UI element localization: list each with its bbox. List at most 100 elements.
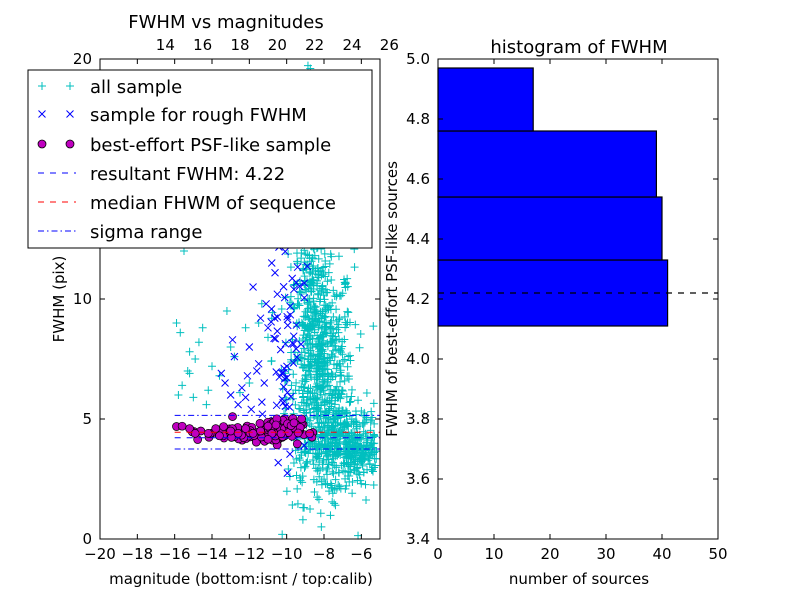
data-point — [331, 439, 340, 448]
data-point — [292, 378, 301, 387]
data-point — [245, 379, 254, 387]
y-tick-label: 20 — [73, 50, 92, 68]
data-point — [343, 307, 352, 316]
scatter-panel: −20 −18 −16 −14 −12 −10 −8 −6 0 5 10 20 14 16 18 20 22… — [27, 12, 399, 588]
data-point — [219, 422, 228, 431]
data-point — [354, 396, 363, 405]
data-point — [300, 326, 309, 335]
data-point — [303, 298, 312, 307]
data-point — [300, 272, 309, 281]
data-point — [289, 340, 298, 348]
data-point — [288, 500, 297, 509]
x-tick-label: −18 — [122, 545, 154, 563]
data-point — [336, 377, 345, 386]
data-point — [277, 369, 286, 378]
data-point — [320, 390, 329, 399]
data-point — [362, 389, 371, 398]
data-point — [270, 314, 279, 322]
data-point — [300, 383, 309, 392]
data-point — [332, 325, 341, 334]
data-point — [315, 381, 324, 390]
y-tick-label: 3.8 — [406, 410, 430, 428]
data-point — [326, 511, 335, 520]
data-point — [297, 248, 306, 257]
data-point — [310, 301, 319, 310]
data-point — [307, 373, 316, 382]
data-point — [361, 480, 370, 489]
data-point — [307, 257, 316, 266]
data-point — [303, 457, 312, 466]
data-point — [311, 403, 320, 412]
data-point — [369, 480, 378, 489]
data-point — [226, 426, 236, 436]
data-point — [346, 356, 355, 365]
data-point — [249, 283, 257, 291]
data-point — [340, 335, 349, 344]
data-point — [321, 312, 330, 321]
data-point — [332, 463, 341, 472]
data-point — [280, 375, 289, 383]
histogram-y-axis-label: FWHM of best-effort PSF-like sources — [383, 161, 401, 437]
data-point — [267, 259, 276, 267]
data-point — [343, 318, 352, 327]
data-point — [305, 298, 314, 307]
data-point — [329, 346, 338, 355]
data-point — [342, 481, 351, 490]
data-point — [256, 426, 265, 436]
data-point — [302, 459, 311, 468]
data-point — [302, 286, 311, 295]
scatter-x-axis-label: magnitude (bottom:isnt / top:calib) — [109, 570, 373, 588]
data-point — [312, 413, 321, 422]
data-point — [296, 463, 305, 472]
data-point — [286, 310, 295, 319]
data-point — [300, 293, 309, 302]
data-point — [286, 292, 295, 301]
data-point — [287, 381, 296, 390]
x-tick-label: −14 — [196, 545, 228, 563]
data-point — [289, 459, 298, 468]
data-point — [318, 371, 327, 380]
data-point — [298, 515, 307, 524]
data-point — [176, 328, 185, 337]
data-point — [336, 366, 345, 375]
data-point — [221, 379, 229, 387]
scatter-points — [172, 61, 381, 540]
data-point — [336, 427, 345, 436]
data-point — [315, 286, 324, 295]
data-point — [289, 370, 298, 379]
data-point — [276, 345, 285, 354]
data-point — [324, 372, 333, 381]
data-point — [226, 391, 235, 399]
top-tick-label: 18 — [230, 36, 249, 54]
data-point — [321, 479, 330, 488]
top-tick-label: 20 — [268, 36, 287, 54]
data-point — [337, 410, 346, 419]
data-point — [328, 484, 337, 493]
data-point — [350, 459, 359, 468]
data-point — [204, 386, 213, 395]
data-point — [301, 312, 310, 321]
data-point — [354, 531, 363, 540]
data-point — [341, 323, 350, 332]
y-tick-label: 10 — [73, 290, 92, 308]
data-point — [305, 367, 314, 376]
data-point — [306, 505, 315, 514]
data-point — [326, 445, 335, 454]
data-point — [318, 457, 327, 466]
data-point — [243, 371, 252, 380]
data-point — [303, 399, 312, 408]
data-point — [317, 480, 326, 489]
data-point — [312, 310, 321, 319]
data-point — [328, 489, 337, 498]
data-point — [298, 320, 307, 329]
data-point — [307, 362, 316, 371]
data-point — [316, 331, 325, 340]
data-point — [346, 462, 355, 471]
data-point — [352, 418, 361, 427]
data-point — [336, 371, 345, 380]
data-point — [256, 314, 265, 323]
data-point — [327, 252, 336, 261]
top-tick-label: 14 — [156, 36, 175, 54]
data-point — [289, 418, 299, 428]
